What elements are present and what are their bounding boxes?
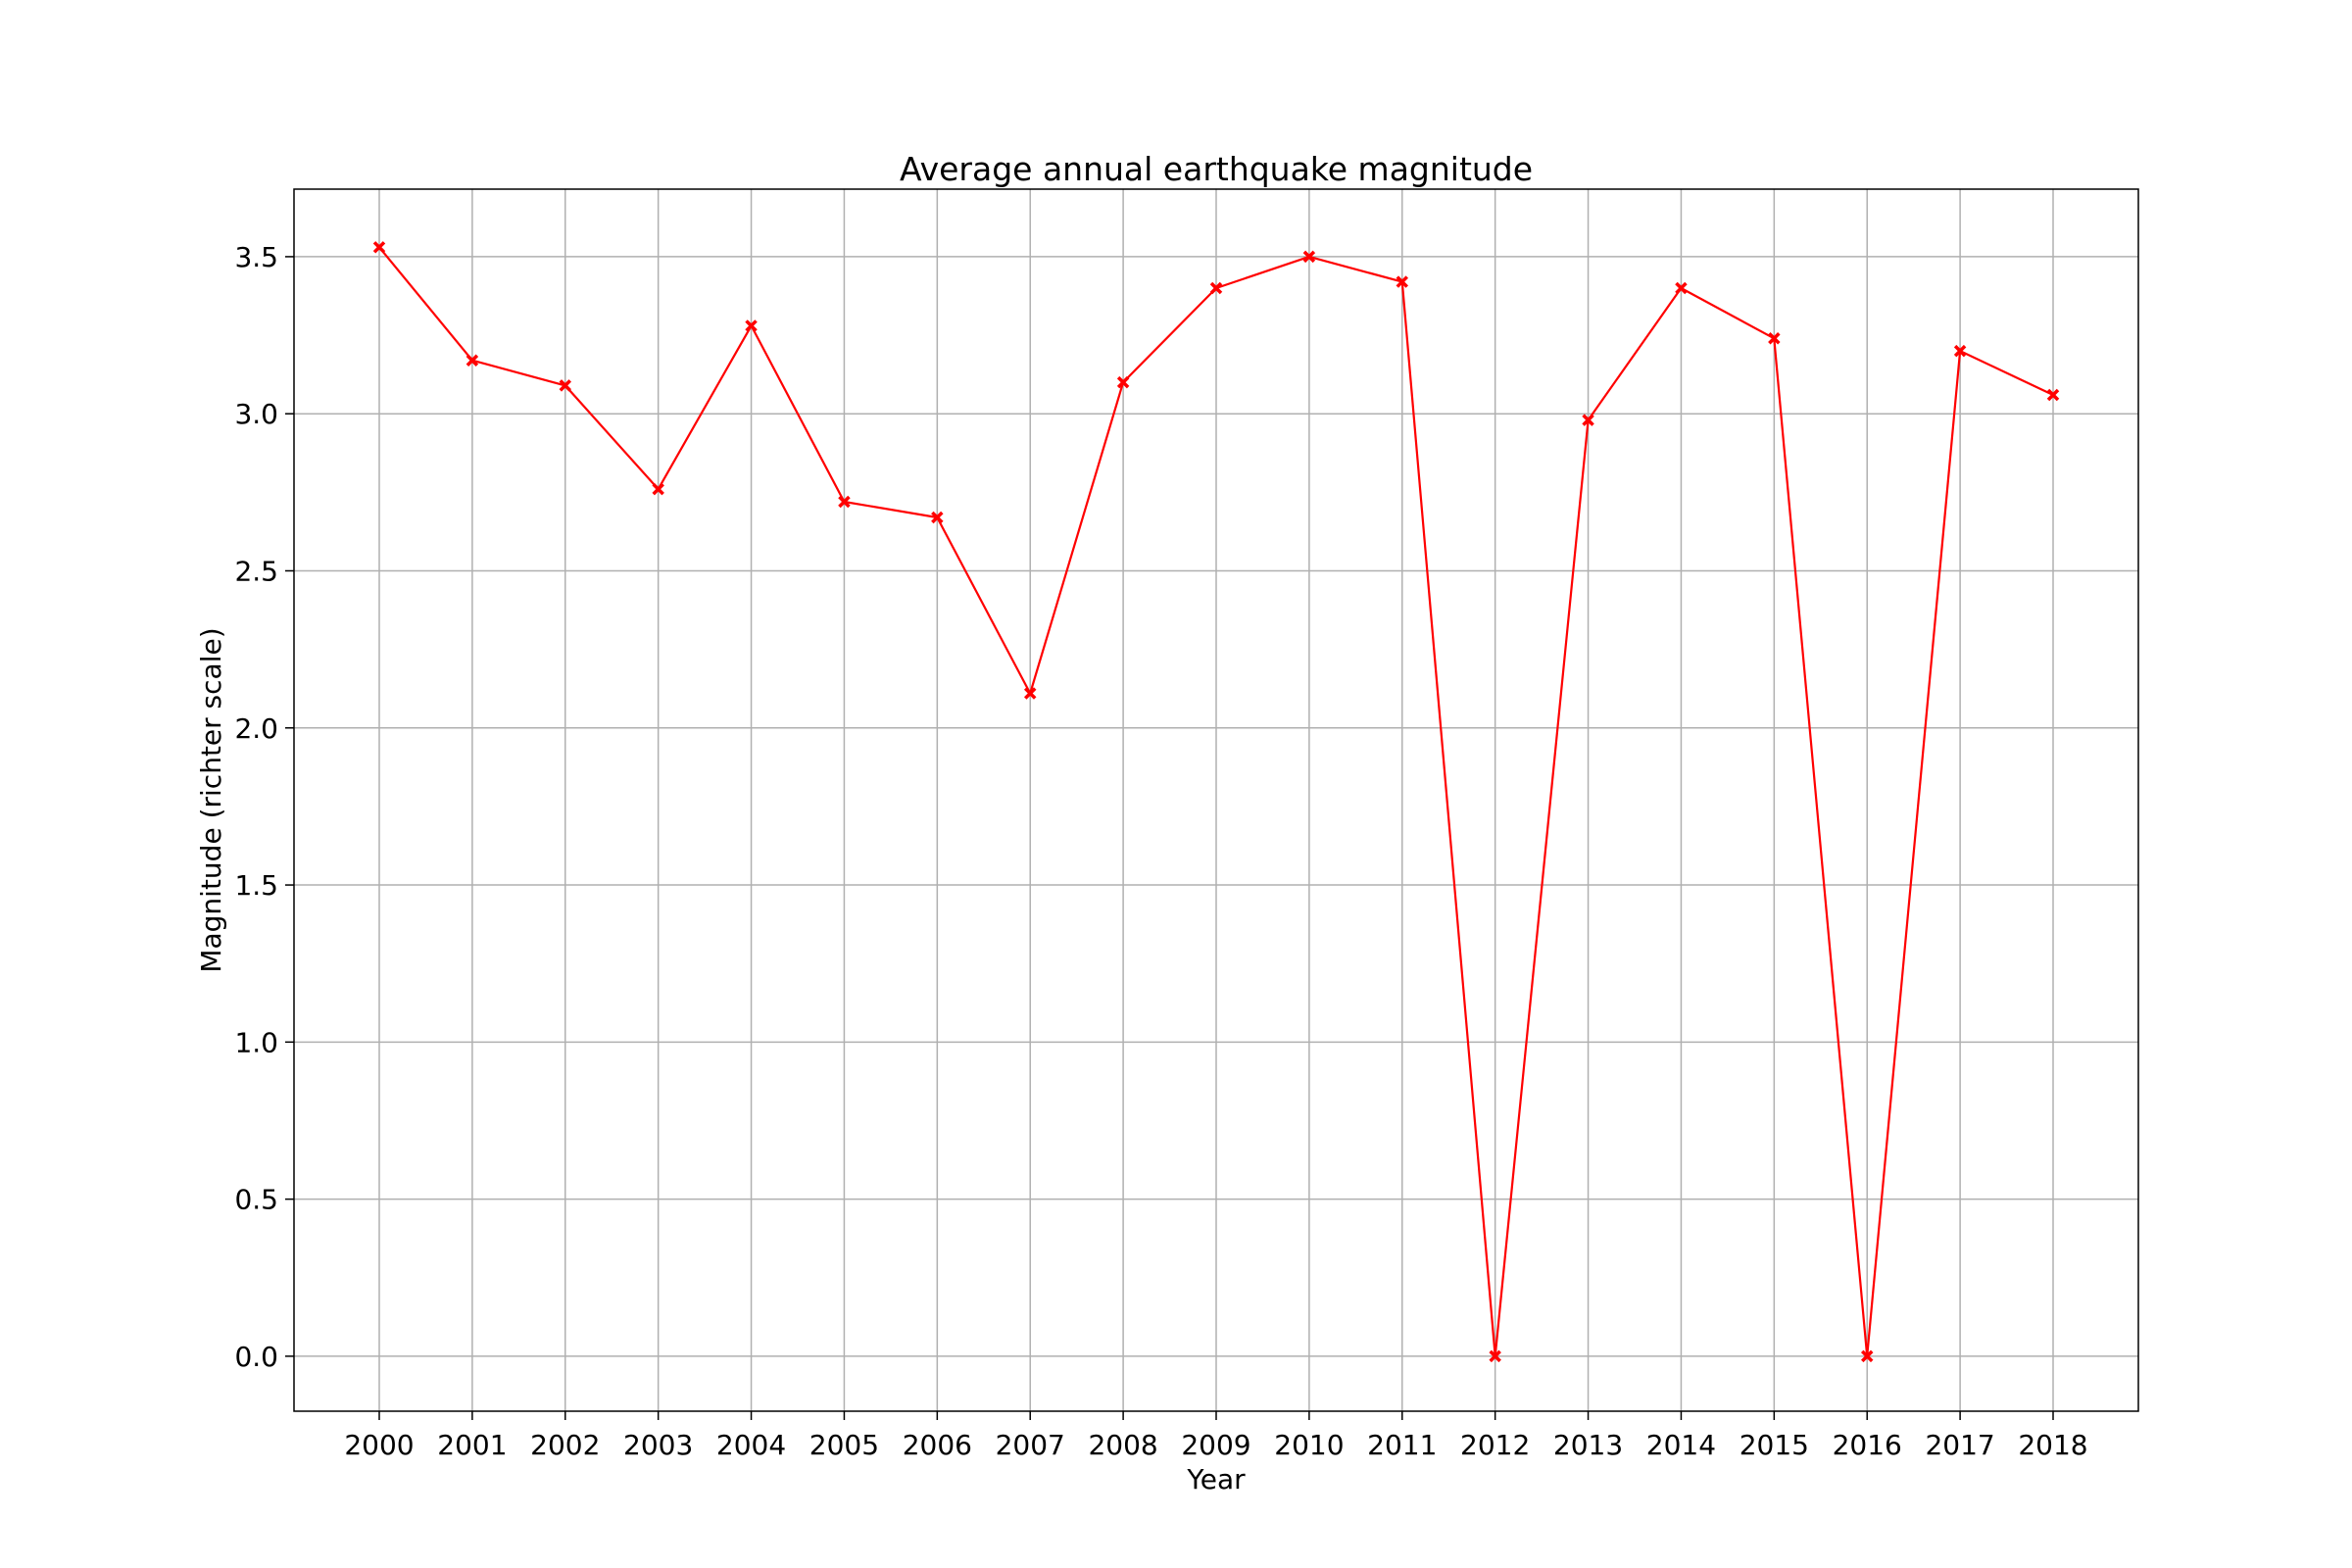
y-tick-label: 3.5 (234, 241, 278, 273)
marker-stroke (372, 241, 386, 254)
data-point-marker (466, 354, 479, 367)
data-point-marker (1675, 281, 1688, 295)
x-tick-label: 2004 (716, 1429, 786, 1461)
data-point-marker (1582, 414, 1594, 426)
y-axis: 0.0 0.5 1.0 1.5 2.0 2.5 3.0 3.5 (234, 241, 294, 1373)
marker-stroke (1116, 375, 1130, 389)
marker-stroke (559, 379, 572, 392)
y-tick-label: 2.5 (234, 555, 278, 587)
data-point-marker (1953, 344, 1967, 358)
x-tick-label: 2006 (903, 1429, 972, 1461)
x-tick-label: 2012 (1460, 1429, 1530, 1461)
marker-stroke (1860, 1349, 1874, 1363)
x-tick-label: 2011 (1367, 1429, 1437, 1461)
marker-stroke (466, 354, 479, 367)
y-tick-label: 0.0 (234, 1341, 278, 1373)
data-point-marker (559, 379, 572, 392)
x-tick-label: 2013 (1553, 1429, 1623, 1461)
chart-title: Average annual earthquake magnitude (900, 150, 1533, 188)
marker-stroke (1768, 332, 1781, 345)
data-point-marker (372, 241, 386, 254)
x-tick-label: 2014 (1646, 1429, 1716, 1461)
data-point-marker (1768, 332, 1781, 345)
marker-stroke (1023, 687, 1037, 700)
data-point-marker (652, 482, 664, 496)
data-point-marker (1302, 250, 1316, 264)
marker-stroke (652, 482, 664, 496)
data-point-marker (838, 495, 851, 509)
x-axis-label: Year (1186, 1463, 1246, 1495)
marker-stroke (745, 319, 758, 332)
data-point-marker (1023, 687, 1037, 700)
x-tick-label: 2017 (1925, 1429, 1994, 1461)
data-point-marker (1489, 1349, 1501, 1363)
y-tick-label: 3.0 (234, 398, 278, 430)
marker-stroke (1396, 275, 1409, 288)
x-tick-label: 2000 (344, 1429, 414, 1461)
marker-stroke (838, 495, 851, 509)
y-tick-label: 2.0 (234, 712, 278, 745)
marker-stroke (931, 511, 944, 524)
data-point-marker (1209, 281, 1223, 295)
x-tick-label: 2008 (1088, 1429, 1157, 1461)
x-tick-label: 2016 (1833, 1429, 1902, 1461)
data-point-marker (931, 511, 944, 524)
x-tick-label: 2005 (809, 1429, 879, 1461)
x-tick-label: 2007 (996, 1429, 1065, 1461)
marker-stroke (1489, 1349, 1501, 1363)
marker-stroke (1582, 414, 1594, 426)
marker-stroke (1675, 281, 1688, 295)
x-tick-label: 2001 (437, 1429, 507, 1461)
data-point-marker (1396, 275, 1409, 288)
y-tick-label: 1.5 (234, 869, 278, 902)
data-point-marker (745, 319, 758, 332)
marker-stroke (1302, 250, 1316, 264)
x-tick-label: 2003 (623, 1429, 693, 1461)
grid (294, 189, 2138, 1411)
x-tick-label: 2010 (1274, 1429, 1344, 1461)
x-tick-label: 2002 (530, 1429, 600, 1461)
marker-stroke (1953, 344, 1967, 358)
x-tick-label: 2009 (1181, 1429, 1250, 1461)
data-point-marker (1860, 1349, 1874, 1363)
y-tick-label: 1.0 (234, 1026, 278, 1058)
marker-layer (372, 241, 2060, 1363)
y-tick-label: 0.5 (234, 1184, 278, 1216)
y-axis-label: Magnitude (richter scale) (195, 627, 227, 972)
x-tick-label: 2018 (2018, 1429, 2087, 1461)
data-point-marker (2046, 388, 2060, 402)
marker-stroke (2046, 388, 2060, 402)
marker-stroke (1209, 281, 1223, 295)
data-point-marker (1116, 375, 1130, 389)
x-tick-label: 2015 (1740, 1429, 1809, 1461)
x-axis: 2000 2001 2002 2003 2004 2005 2006 2007 2008 2009… (344, 1411, 2088, 1461)
